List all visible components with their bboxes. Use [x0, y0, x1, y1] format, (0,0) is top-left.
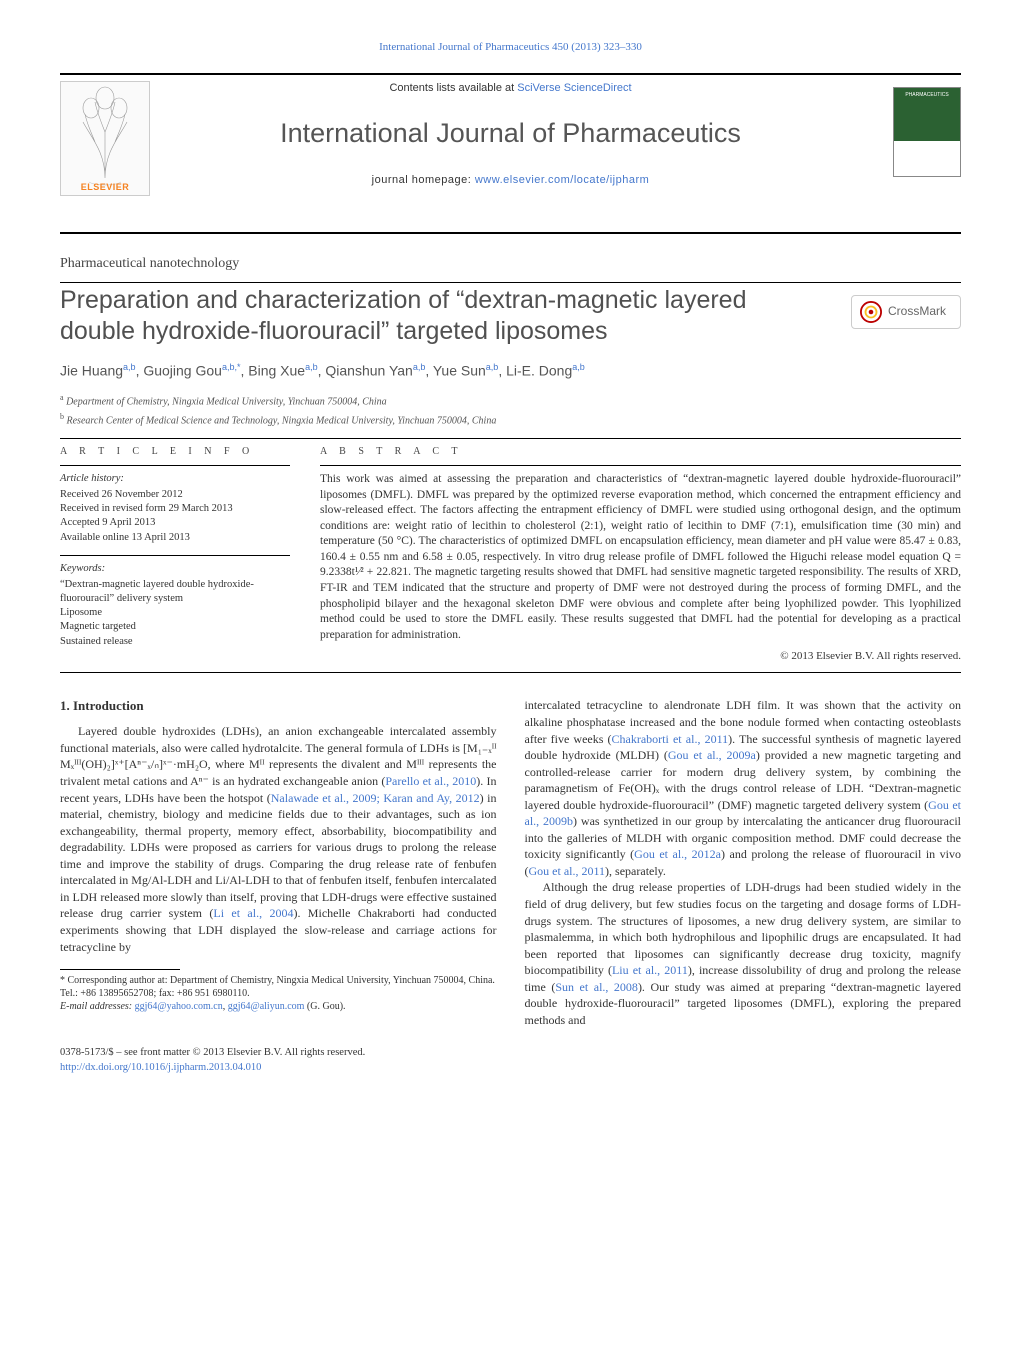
intro-p2: intercalated tetracycline to alendronate…	[525, 697, 962, 879]
article-title-text: Preparation and characterization of “dex…	[60, 286, 747, 345]
history-4: Available online 13 April 2013	[60, 531, 290, 545]
homepage-line: journal homepage: www.elsevier.com/locat…	[170, 173, 851, 188]
corresponding-author-footnote: * Corresponding author at: Department of…	[60, 974, 497, 1013]
abstract-heading: a b s t r a c t	[320, 445, 961, 459]
ref-li2004[interactable]: Li et al., 2004	[213, 906, 293, 920]
top-citation-link[interactable]: International Journal of Pharmaceutics 4…	[379, 41, 642, 53]
cover-thumb-title: PHARMACEUTICS	[894, 88, 960, 99]
rule-masthead-bottom	[60, 232, 961, 234]
elsevier-name: ELSEVIER	[61, 181, 149, 194]
ref-chakraborti[interactable]: Chakraborti et al., 2011	[612, 732, 729, 746]
elsevier-tree-icon	[61, 82, 149, 195]
affil-text-a: Department of Chemistry, Ningxia Medical…	[66, 396, 387, 407]
ref-sun2008[interactable]: Sun et al., 2008	[555, 980, 638, 994]
ref-parello[interactable]: Parello et al., 2010	[385, 774, 476, 788]
body-columns: 1. Introduction Layered double hydroxide…	[60, 697, 961, 1028]
crossmark-label: CrossMark	[888, 304, 946, 319]
p2-end: ), separately.	[605, 864, 666, 878]
contents-prefix: Contents lists available at	[389, 82, 517, 94]
email-tail: (G. Gou).	[304, 1001, 345, 1012]
intro-p1: Layered double hydroxides (LDHs), an ani…	[60, 723, 497, 955]
rule-below-abstract	[60, 672, 961, 673]
keywords-head: Keywords:	[60, 562, 290, 576]
rule-top	[60, 73, 961, 75]
abstract-copyright: © 2013 Elsevier B.V. All rights reserved…	[320, 649, 961, 664]
keywords-list: “Dextran-magnetic layered double hydroxi…	[60, 578, 290, 649]
keyword-1: “Dextran-magnetic layered double hydroxi…	[60, 578, 290, 606]
info-rule-2	[60, 555, 290, 556]
keyword-4: Sustained release	[60, 635, 290, 649]
article-info-col: a r t i c l e i n f o Article history: R…	[60, 445, 290, 664]
abstract-rule	[320, 465, 961, 466]
email-label: E-mail addresses:	[60, 1001, 135, 1012]
affil-sup-a: a	[60, 393, 64, 402]
article-section-label: Pharmaceutical nanotechnology	[60, 254, 961, 274]
footnote-corr: * Corresponding author at: Department of…	[60, 974, 497, 1000]
rule-above-abstract	[60, 438, 961, 439]
journal-title: International Journal of Pharmaceutics	[170, 115, 851, 153]
affiliation-a: a Department of Chemistry, Ningxia Medic…	[60, 392, 961, 409]
history-1: Received 26 November 2012	[60, 488, 290, 502]
p1-m3: ) in material, chemistry, biology and me…	[60, 791, 497, 921]
email-link-1[interactable]: ggj64@yahoo.com.cn	[135, 1001, 223, 1012]
article-info-heading: a r t i c l e i n f o	[60, 445, 290, 459]
history-3: Accepted 9 April 2013	[60, 516, 290, 530]
masthead-center: Contents lists available at SciVerse Sci…	[60, 81, 961, 188]
affil-sup-b: b	[60, 412, 64, 421]
info-rule	[60, 465, 290, 466]
footnote-separator	[60, 969, 180, 970]
rule-section	[60, 282, 961, 283]
ref-liu2011[interactable]: Liu et al., 2011	[612, 963, 688, 977]
homepage-link[interactable]: www.elsevier.com/locate/ijpharm	[475, 174, 649, 186]
contents-line: Contents lists available at SciVerse Sci…	[170, 81, 851, 96]
info-abstract-row: a r t i c l e i n f o Article history: R…	[60, 445, 961, 664]
affiliation-b: b Research Center of Medical Science and…	[60, 411, 961, 428]
email-link-2[interactable]: ggj64@aliyun.com	[228, 1001, 305, 1012]
abstract-text: This work was aimed at assessing the pre…	[320, 472, 961, 643]
sciencedirect-link[interactable]: SciVerse ScienceDirect	[517, 82, 631, 94]
p1-pre: Layered double hydroxides (LDHs), an ani…	[60, 724, 497, 755]
history-head: Article history:	[60, 472, 290, 486]
affil-text-b: Research Center of Medical Science and T…	[67, 415, 497, 426]
intro-heading: 1. Introduction	[60, 697, 497, 715]
footnote-emails: E-mail addresses: ggj64@yahoo.com.cn, gg…	[60, 1000, 497, 1013]
authors-line: Jie Huanga,b, Guojing Goua,b,*, Bing Xue…	[60, 361, 961, 381]
journal-cover-thumb: PHARMACEUTICS	[893, 87, 961, 177]
history-2: Received in revised form 29 March 2013	[60, 502, 290, 516]
masthead: ELSEVIER Contents lists available at Sci…	[60, 81, 961, 226]
abstract-col: a b s t r a c t This work was aimed at a…	[320, 445, 961, 664]
p1-m1: is an hydrated exchangeable anion (	[209, 774, 385, 788]
crossmark-icon	[860, 301, 882, 323]
elsevier-logo: ELSEVIER	[60, 81, 150, 196]
ref-gou2012a[interactable]: Gou et al., 2012a	[634, 847, 721, 861]
front-matter-line: 0378-5173/$ – see front matter © 2013 El…	[60, 1046, 961, 1061]
front-matter-block: 0378-5173/$ – see front matter © 2013 El…	[60, 1046, 961, 1075]
homepage-prefix: journal homepage:	[372, 174, 475, 186]
doi-link[interactable]: http://dx.doi.org/10.1016/j.ijpharm.2013…	[60, 1062, 261, 1073]
intro-p3: Although the drug release properties of …	[525, 879, 962, 1028]
ref-nalawade[interactable]: Nalawade et al., 2009; Karan and Ay, 201…	[271, 791, 480, 805]
ref-gou2011[interactable]: Gou et al., 2011	[529, 864, 606, 878]
keyword-2: Liposome	[60, 606, 290, 620]
top-citation: International Journal of Pharmaceutics 4…	[60, 40, 961, 55]
ref-gou2009a[interactable]: Gou et al., 2009a	[668, 748, 756, 762]
article-title: Preparation and characterization of “dex…	[60, 285, 961, 348]
keyword-3: Magnetic targeted	[60, 620, 290, 634]
crossmark-badge[interactable]: CrossMark	[851, 295, 961, 329]
